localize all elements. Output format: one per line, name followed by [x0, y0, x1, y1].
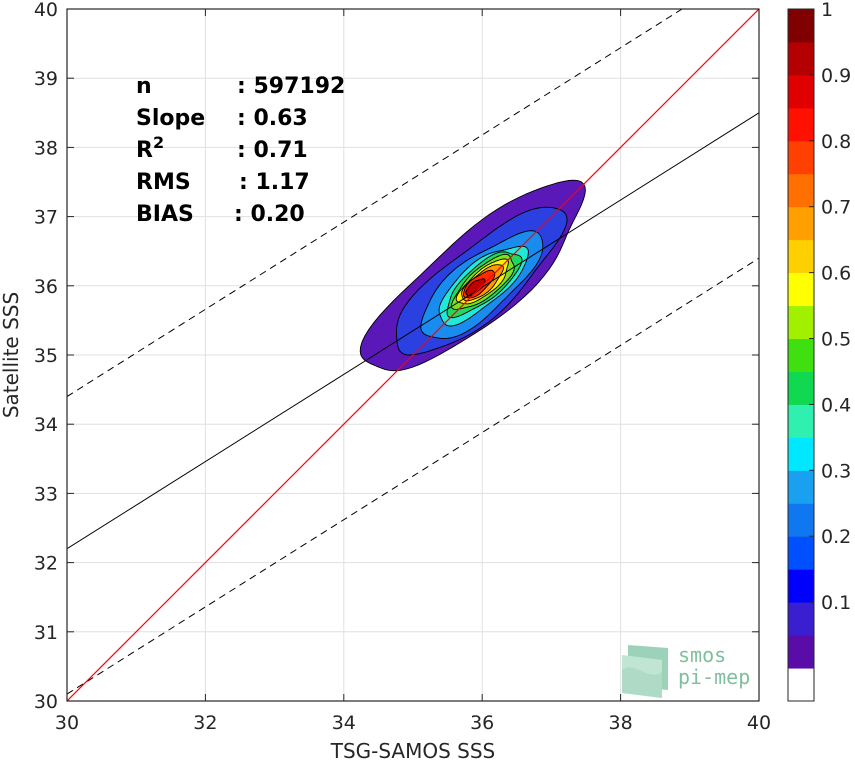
- colorbar-segment-7: [788, 437, 814, 471]
- colorbar-segment-8: [788, 404, 814, 438]
- y-tick-label-5: 35: [34, 345, 58, 367]
- colorbar-segment-2: [788, 602, 814, 636]
- y-axis-label: Satellite SSS: [0, 292, 23, 418]
- colorbar-segment-9: [788, 371, 814, 405]
- reference-lines: [67, 9, 759, 701]
- colorbar-tick-label-0: 0.1: [821, 592, 851, 614]
- upper-bound-line: [67, 9, 684, 397]
- y-tick-label-2: 32: [34, 553, 58, 575]
- x-tick-label-2: 34: [332, 712, 356, 734]
- colorbar-tick-label-6: 0.7: [821, 197, 851, 219]
- colorbar-segment-11: [788, 305, 814, 340]
- x-tick-label-5: 40: [747, 712, 771, 734]
- y-tick-label-4: 34: [34, 414, 58, 436]
- x-tick-label-0: 30: [55, 712, 79, 734]
- colorbar-tick-label-8: 0.9: [821, 65, 851, 87]
- colorbar-segment-6: [788, 470, 814, 504]
- y-tick-label-0: 30: [34, 691, 58, 713]
- stat-label-n: n: [136, 74, 152, 99]
- smos-pi-mep-logo: smos pi-mep: [622, 643, 750, 698]
- colorbar-tick-label-3: 0.4: [821, 394, 851, 416]
- y-tick-label-9: 39: [34, 68, 58, 90]
- colorbar-tick-label-5: 0.6: [821, 263, 851, 285]
- grid: [66, 8, 760, 702]
- colorbar-tick-label-4: 0.5: [821, 329, 851, 351]
- y-tick-label-1: 31: [34, 622, 58, 644]
- lower-bound-line: [67, 257, 759, 695]
- identity-line: [67, 9, 759, 701]
- colorbar-segment-3: [788, 569, 814, 603]
- colorbar-segment-18: [788, 74, 814, 109]
- y-axis-ticks: 30 31 32 33 34 35 36 37 38 39 40: [34, 0, 759, 713]
- x-tick-label-4: 38: [609, 712, 633, 734]
- colorbar-segment-5: [788, 503, 814, 537]
- colorbar: 0.1 0.2 0.3 0.4 0.5 0.6 0.7 0.8 0.9 1: [787, 0, 851, 702]
- colorbar-frame: [787, 8, 815, 702]
- colorbar-tick-label-9: 1: [821, 0, 833, 21]
- stat-value-r: : 0.71: [237, 138, 308, 163]
- x-tick-label-1: 32: [193, 712, 217, 734]
- stat-label-rms: RMS: [136, 170, 191, 195]
- stat-value-bias: : 0.20: [234, 202, 305, 227]
- y-tick-label-6: 36: [34, 276, 58, 298]
- colorbar-segment-4: [788, 536, 814, 570]
- colorbar-segment-0: [788, 668, 814, 702]
- stat-label-bias: BIAS: [136, 202, 194, 227]
- logo-line2: pi-mep: [678, 665, 750, 689]
- colorbar-segment-12: [788, 272, 814, 307]
- stat-label-slope: Slope: [136, 106, 205, 131]
- x-tick-label-3: 36: [470, 712, 494, 734]
- logo-mark-icon: [622, 645, 668, 698]
- stat-value-n: : 597192: [237, 74, 345, 99]
- stat-value-slope: : 0.63: [237, 106, 308, 131]
- colorbar-segment-14: [788, 206, 814, 241]
- colorbar-segment-10: [788, 338, 814, 372]
- x-axis-ticks: 30 32 34 36 38 40: [55, 9, 771, 734]
- colorbar-segment-17: [788, 107, 814, 142]
- colorbar-tick-label-7: 0.8: [821, 131, 851, 153]
- colorbar-tick-label-2: 0.3: [821, 460, 851, 482]
- colorbar-tick-label-1: 0.2: [821, 526, 851, 548]
- y-tick-label-8: 38: [34, 137, 58, 159]
- regression-line: [67, 112, 759, 550]
- x-axis-label: TSG-SAMOS SSS: [330, 739, 496, 763]
- stat-value-rms: : 1.17: [239, 170, 310, 195]
- y-tick-label-7: 37: [34, 207, 58, 229]
- colorbar-segment-19: [788, 41, 814, 76]
- y-tick-label-3: 33: [34, 483, 58, 505]
- colorbar-segment-13: [788, 239, 814, 274]
- colorbar-segment-20: [788, 9, 814, 43]
- y-tick-label-10: 40: [34, 0, 58, 21]
- colorbar-segment-15: [788, 173, 814, 208]
- colorbar-segment-16: [788, 140, 814, 175]
- colorbar-segment-1: [788, 635, 814, 669]
- logo-line1: smos: [678, 643, 726, 667]
